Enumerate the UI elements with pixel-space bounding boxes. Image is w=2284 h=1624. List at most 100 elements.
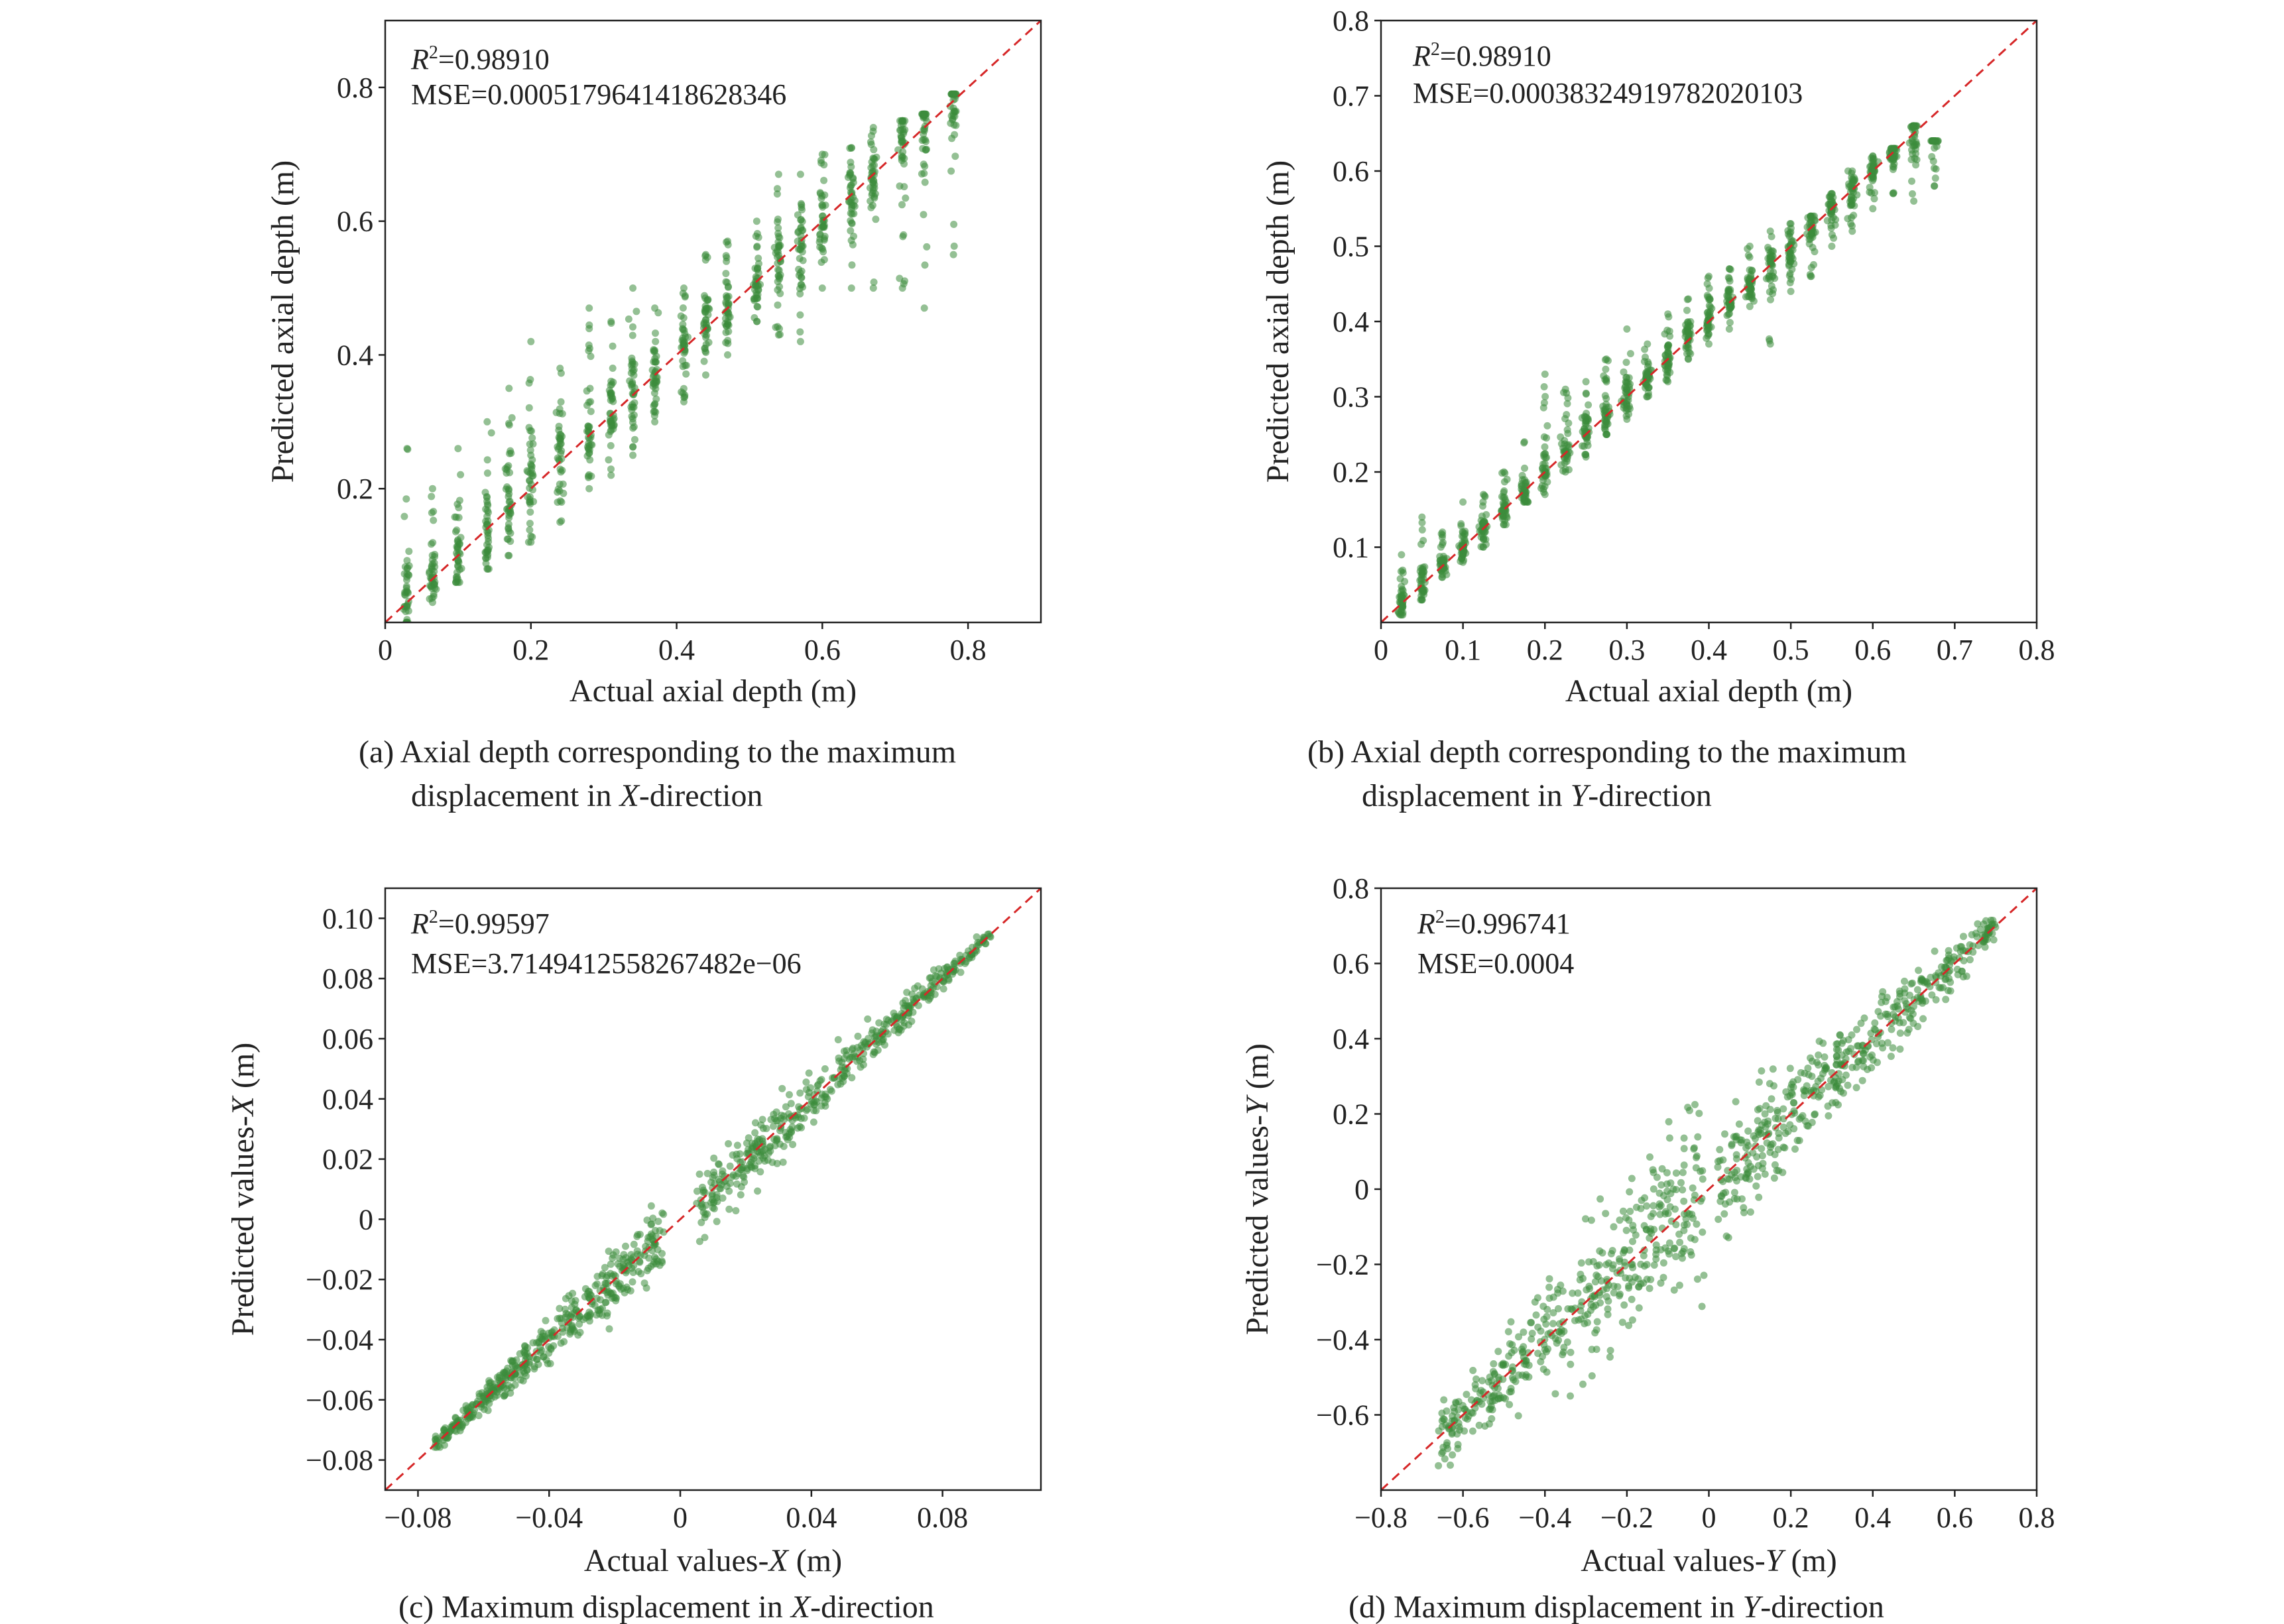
data-point [717, 1185, 725, 1192]
scatter-points [1435, 916, 2000, 1470]
data-point [1664, 1210, 1672, 1218]
data-point [1540, 383, 1548, 390]
data-point [1643, 382, 1651, 390]
data-point [1664, 1247, 1672, 1255]
data-point [1821, 1053, 1829, 1061]
data-point [1435, 1462, 1443, 1470]
data-point [789, 1141, 797, 1149]
data-point [1683, 306, 1691, 314]
data-point [701, 316, 709, 324]
data-point [1882, 1010, 1890, 1018]
data-point [798, 201, 806, 209]
data-point [1626, 350, 1634, 357]
data-point [630, 371, 638, 379]
data-point [715, 1160, 723, 1168]
data-point [485, 1399, 493, 1407]
data-point [629, 323, 636, 331]
data-point [1680, 1134, 1688, 1142]
data-point [796, 290, 804, 298]
y-axis-label: Predicted values-Y (m) [1240, 1043, 1275, 1335]
data-point [1490, 1360, 1498, 1367]
data-point [1680, 1161, 1688, 1169]
data-point [1726, 319, 1734, 327]
data-point [1913, 986, 1921, 994]
data-point [1766, 258, 1774, 266]
caption-post: -direction [1588, 778, 1712, 813]
data-point [750, 295, 758, 303]
data-point [1439, 573, 1447, 581]
data-point [796, 170, 804, 178]
data-point [1642, 353, 1649, 361]
data-point [1606, 1353, 1614, 1361]
data-point [483, 541, 491, 549]
data-point [1561, 385, 1569, 393]
data-point [598, 1271, 606, 1279]
data-point [820, 236, 828, 244]
data-point [1622, 385, 1630, 393]
data-point [908, 1017, 916, 1025]
data-point [1396, 575, 1404, 583]
data-point [1671, 1205, 1679, 1213]
data-point [631, 435, 638, 443]
data-point [704, 296, 712, 304]
data-point [1545, 1283, 1553, 1291]
data-point [585, 1308, 593, 1316]
data-point [1418, 596, 1426, 604]
x-axis-label-pre: Actual axial depth (m) [570, 673, 857, 709]
data-point [1746, 302, 1754, 310]
y-tick-label: 0.6 [1333, 155, 1369, 188]
data-point [1616, 1255, 1623, 1263]
data-point [1860, 1014, 1868, 1022]
data-point [1532, 1311, 1540, 1319]
data-point [914, 982, 922, 990]
data-point [1398, 551, 1406, 559]
data-point [403, 618, 411, 622]
data-point [1587, 1306, 1594, 1314]
data-point [544, 1360, 552, 1367]
data-point [1567, 1392, 1574, 1400]
data-point [1479, 502, 1486, 510]
data-point [1539, 404, 1547, 412]
data-point [1687, 1248, 1695, 1255]
data-point [951, 957, 959, 965]
data-point [773, 253, 781, 261]
data-point [1908, 979, 1916, 987]
data-point [404, 607, 412, 615]
r-squared-symbol: R [410, 43, 429, 76]
data-point [609, 365, 617, 372]
data-point [1834, 1101, 1842, 1109]
data-point [713, 1218, 721, 1226]
data-point [1752, 1135, 1759, 1143]
y-tick-label: 0.5 [1333, 231, 1369, 263]
data-point [505, 1381, 512, 1389]
data-point [1655, 1203, 1663, 1211]
data-point [609, 394, 617, 402]
data-point [847, 158, 855, 166]
data-point [772, 1108, 780, 1116]
data-point [1782, 1088, 1790, 1096]
data-point [1905, 1014, 1913, 1021]
data-point [1664, 378, 1672, 386]
data-point [428, 540, 435, 548]
reference-line-y-equals-x [1380, 887, 2038, 1491]
data-point [1476, 1389, 1484, 1397]
data-point [585, 341, 593, 349]
data-point [1447, 1461, 1454, 1469]
data-point [758, 1142, 766, 1150]
data-point [1693, 1220, 1701, 1228]
data-point [607, 465, 615, 473]
data-point [943, 963, 951, 971]
data-point [1836, 1084, 1843, 1092]
data-point [1758, 1145, 1766, 1153]
data-point [1643, 1202, 1651, 1210]
data-point [816, 231, 824, 239]
data-point [1772, 1114, 1779, 1122]
data-point [507, 447, 514, 455]
data-point [1791, 1145, 1799, 1153]
data-point [622, 1242, 629, 1250]
data-point [1670, 1245, 1678, 1253]
data-point [1732, 1098, 1740, 1106]
data-point [1790, 241, 1798, 249]
data-point [1874, 1059, 1881, 1067]
data-point [1869, 152, 1877, 160]
